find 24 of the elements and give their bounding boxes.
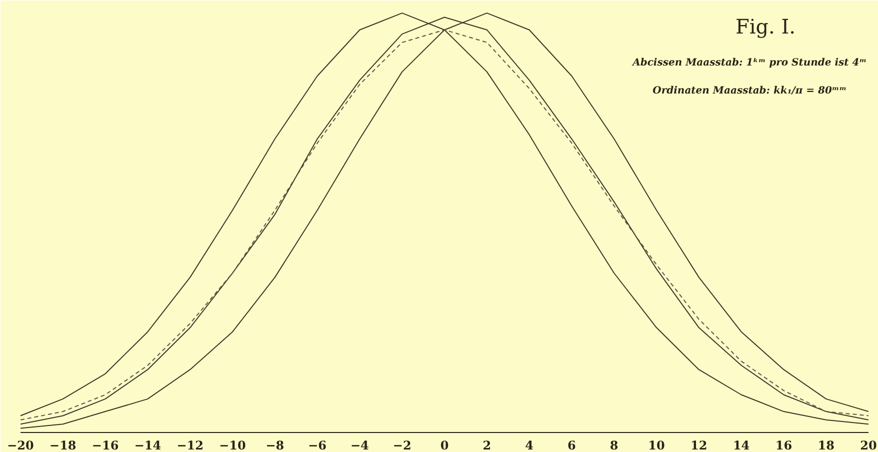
x-tick-label: −18 [50,438,76,452]
x-tick-label: 10 [648,438,665,452]
x-tick-label: 0 [440,438,449,452]
x-tick-label: −14 [134,438,162,452]
x-tick-label: −4 [350,438,369,452]
x-tick-label: 18 [818,438,834,452]
x-tick-label: −10 [219,438,246,452]
x-tick-label: −6 [308,438,327,452]
annotation: Abcissen Maasstab: 1ᵏᵐ pro Stunde ist 4ᵐ [632,58,867,68]
x-tick-label: −8 [266,438,284,452]
x-tick-label: 2 [482,438,492,452]
x-tick-label: 14 [732,438,750,452]
x-tick-label: −20 [7,438,34,452]
x-tick-label: 16 [775,438,792,452]
chart-title: Fig. I. [735,14,796,38]
x-tick-label: −16 [92,438,119,452]
x-tick-label: 12 [690,438,708,452]
x-tick-label: 4 [525,438,534,452]
x-tick-label: −12 [176,438,204,452]
annotation: Ordinaten Maasstab: kk₁/π = 80ᵐᵐ [652,86,846,96]
x-tick-label: 8 [610,438,618,452]
x-tick-label: 20 [860,438,877,452]
x-tick-label: −2 [392,438,412,452]
x-tick-label: 6 [568,438,576,452]
